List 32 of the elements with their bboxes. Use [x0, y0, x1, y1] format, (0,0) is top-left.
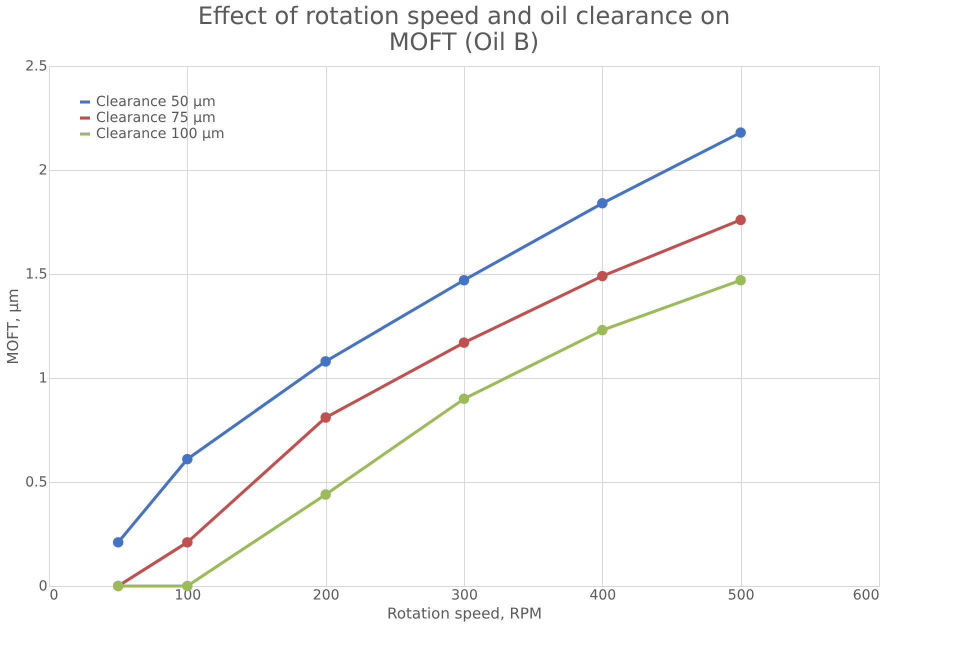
y-tick-label: 1: [38, 370, 48, 386]
x-tick-label: 500: [728, 588, 755, 604]
point: [112, 537, 124, 548]
legend-label: Clearance 50 µm: [96, 94, 216, 110]
chart-title: Effect of rotation speed and oil clearance on MOFT (Oil B): [198, 2, 730, 56]
point: [182, 454, 193, 464]
point: [320, 412, 331, 423]
point: [597, 198, 608, 209]
y-tick-label: 1.5: [25, 266, 48, 282]
y-tick-label: 2.5: [25, 58, 48, 74]
point: [458, 275, 470, 286]
point: [320, 489, 331, 500]
point: [320, 356, 331, 367]
legend-label: Clearance 75 µm: [96, 110, 216, 126]
point: [735, 127, 746, 138]
point: [182, 537, 193, 548]
point: [458, 394, 470, 404]
x-axis-title: Rotation speed, RPM: [387, 604, 542, 622]
point: [735, 275, 746, 286]
point: [735, 214, 746, 226]
x-tick-label: 600: [852, 588, 880, 604]
y-tick-label: 2: [38, 162, 48, 178]
point: [597, 270, 608, 282]
point: [597, 324, 608, 336]
point: [458, 337, 470, 348]
x-tick-label: 200: [312, 588, 340, 604]
y-tick-label: 0.5: [25, 474, 48, 490]
x-tick-label: 400: [589, 588, 616, 604]
legend-label: Clearance 100 µm: [96, 126, 225, 142]
x-tick-label: 0: [50, 588, 58, 604]
y-axis-title: MOFT, µm: [4, 288, 22, 364]
x-tick-label: 300: [451, 588, 478, 604]
